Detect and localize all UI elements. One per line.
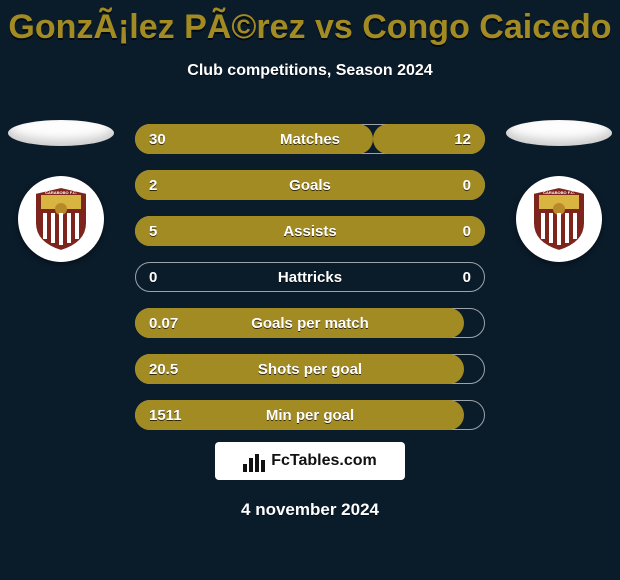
stat-label: Goals — [135, 170, 485, 200]
shadow-oval-left — [8, 120, 114, 146]
footer-date: 4 november 2024 — [0, 500, 620, 520]
stat-row: 20.5Shots per goal — [135, 354, 485, 384]
brand-badge: FcTables.com — [215, 442, 405, 480]
stat-row: 00Hattricks — [135, 262, 485, 292]
comparison-canvas: GonzÃ¡lez PÃ©rez vs Congo Caicedo Club c… — [0, 0, 620, 580]
player-badge-left: CARABOBO F.C. — [6, 120, 116, 262]
stat-label: Goals per match — [135, 308, 485, 338]
player-badge-right: CARABOBO F.C. — [504, 120, 614, 262]
stat-row: 1511Min per goal — [135, 400, 485, 430]
page-subtitle: Club competitions, Season 2024 — [0, 62, 620, 80]
stat-label: Shots per goal — [135, 354, 485, 384]
stat-row: 3012Matches — [135, 124, 485, 154]
stat-label: Hattricks — [135, 262, 485, 292]
stat-row: 20Goals — [135, 170, 485, 200]
svg-text:CARABOBO F.C.: CARABOBO F.C. — [543, 190, 575, 195]
svg-text:CARABOBO F.C.: CARABOBO F.C. — [45, 190, 77, 195]
stat-label: Matches — [135, 124, 485, 154]
bar-chart-icon — [243, 450, 265, 472]
brand-text: FcTables.com — [271, 452, 377, 470]
stat-label: Min per goal — [135, 400, 485, 430]
page-title: GonzÃ¡lez PÃ©rez vs Congo Caicedo — [0, 8, 620, 47]
club-crest-right: CARABOBO F.C. — [516, 176, 602, 262]
club-crest-left: CARABOBO F.C. — [18, 176, 104, 262]
shadow-oval-right — [506, 120, 612, 146]
stat-label: Assists — [135, 216, 485, 246]
stat-row: 50Assists — [135, 216, 485, 246]
stat-row: 0.07Goals per match — [135, 308, 485, 338]
stat-bars: 3012Matches 20Goals 50Assists 00Hattricks 0.… — [135, 124, 485, 446]
